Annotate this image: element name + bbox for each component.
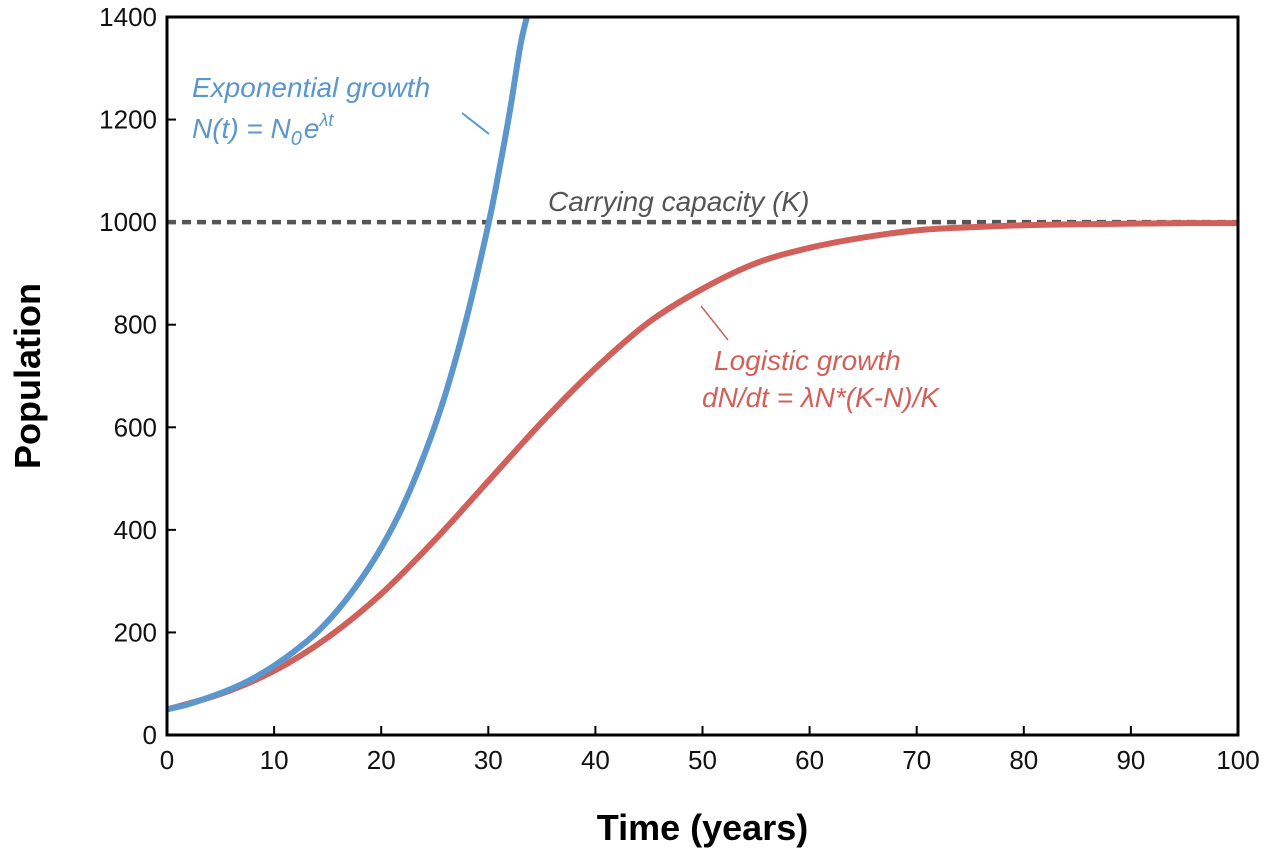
y-tick-label: 400 — [114, 515, 157, 545]
logistic-annotation-title: Logistic growth — [714, 345, 901, 376]
logistic-annotation-formula: dN/dt = λN*(K-N)/K — [702, 382, 940, 413]
x-tick-label: 70 — [902, 745, 931, 775]
y-axis-title: Population — [7, 283, 48, 469]
y-tick-label: 200 — [114, 617, 157, 647]
y-tick-label: 0 — [143, 720, 157, 750]
y-tick-label: 800 — [114, 310, 157, 340]
y-axis-ticks: 0 200 400 600 800 1000 1200 1400 — [99, 2, 176, 750]
x-tick-label: 50 — [688, 745, 717, 775]
x-tick-label: 80 — [1009, 745, 1038, 775]
x-tick-label: 30 — [474, 745, 503, 775]
logistic-growth-curve — [167, 220, 1238, 713]
exponential-formula-subscript: 0 — [291, 128, 302, 150]
x-tick-label: 100 — [1216, 745, 1259, 775]
x-tick-label: 20 — [367, 745, 396, 775]
logistic-annotation-leader — [700, 305, 729, 341]
exponential-annotation-formula: N(t) = N0eλt — [192, 110, 334, 150]
carrying-capacity-label: Carrying capacity (K) — [548, 186, 809, 217]
y-tick-label: 1200 — [99, 105, 157, 135]
y-tick-label: 1400 — [99, 2, 157, 32]
x-axis-title: Time (years) — [597, 807, 808, 848]
exponential-formula-base: e — [304, 113, 320, 144]
y-tick-label: 600 — [114, 412, 157, 442]
exponential-formula-superscript: λt — [318, 110, 334, 130]
exponential-annotation-leader — [461, 112, 490, 135]
x-tick-label: 90 — [1116, 745, 1145, 775]
exponential-annotation-title: Exponential growth — [192, 72, 430, 103]
series-layer — [167, 17, 1238, 713]
x-tick-label: 0 — [160, 745, 174, 775]
plot-frame — [165, 15, 1240, 737]
x-tick-label: 60 — [795, 745, 824, 775]
x-axis-ticks: 0 10 20 30 40 50 60 70 80 90 100 — [160, 726, 1260, 775]
exponential-formula-prefix: N(t) = N — [192, 113, 292, 144]
x-tick-label: 10 — [260, 745, 289, 775]
x-tick-label: 40 — [581, 745, 610, 775]
y-tick-label: 1000 — [99, 207, 157, 237]
exponential-growth-curve — [167, 17, 530, 713]
